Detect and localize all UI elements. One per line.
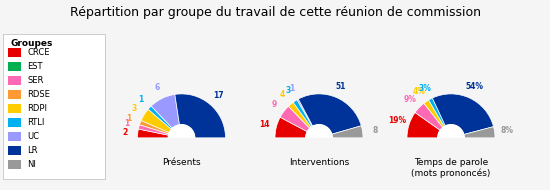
Wedge shape [407,112,440,138]
Text: 2: 2 [123,128,128,137]
Text: 3: 3 [131,104,136,113]
Bar [8,76,21,85]
Bar [8,160,21,169]
Text: Groupes: Groupes [11,39,53,48]
Text: 1: 1 [289,84,294,93]
Bar [381,138,521,169]
Bar [8,132,21,141]
Text: RDSE: RDSE [27,90,50,99]
Text: 0%: 0% [494,141,506,147]
Wedge shape [428,98,446,127]
Wedge shape [464,127,495,138]
Wedge shape [424,100,444,127]
Wedge shape [151,94,179,128]
Text: 14: 14 [259,120,270,129]
Text: Interventions: Interventions [289,158,349,167]
Text: 3%: 3% [418,84,431,93]
Wedge shape [141,109,172,133]
Wedge shape [148,106,172,129]
Text: Temps de parole
(mots prononcés): Temps de parole (mots prononcés) [411,158,491,178]
Text: SER: SER [27,76,43,85]
Wedge shape [432,94,493,135]
Text: 51: 51 [336,82,346,91]
Text: 1: 1 [138,95,144,104]
Text: RDPI: RDPI [27,104,47,113]
Text: 54%: 54% [466,82,484,91]
Text: Répartition par groupe du travail de cette réunion de commission: Répartition par groupe du travail de cet… [69,6,481,19]
Wedge shape [138,129,168,138]
Text: LR: LR [27,146,37,155]
Bar [249,138,389,169]
Bar [8,118,21,127]
Text: EST: EST [27,62,43,71]
Text: 1: 1 [126,114,131,123]
Bar [8,104,21,113]
Wedge shape [280,106,310,132]
Text: 1: 1 [124,119,130,128]
Text: 4: 4 [280,90,285,99]
Circle shape [168,125,195,151]
Wedge shape [139,125,169,135]
Wedge shape [175,94,226,138]
Text: 4%: 4% [413,87,426,96]
Wedge shape [275,117,307,138]
Text: 8: 8 [372,126,377,135]
Circle shape [306,125,332,151]
Text: 0: 0 [229,141,233,147]
Wedge shape [293,100,312,127]
Wedge shape [297,99,313,127]
Bar [8,90,21,99]
Text: 6: 6 [154,83,160,92]
Bar [8,48,21,57]
Wedge shape [140,120,169,134]
Bar [8,146,21,155]
Text: 9: 9 [271,100,277,108]
Bar [8,62,21,71]
Wedge shape [298,94,361,134]
Text: 8%: 8% [500,126,513,135]
Text: 19%: 19% [388,116,406,125]
Circle shape [438,125,464,151]
Text: UC: UC [27,132,39,141]
Wedge shape [332,126,363,138]
Text: CRCE: CRCE [27,48,50,57]
Text: 9%: 9% [404,95,417,104]
Wedge shape [288,102,311,128]
Text: 0: 0 [366,141,371,147]
Text: 3: 3 [285,86,291,95]
Bar [111,138,252,169]
Wedge shape [415,103,443,130]
Text: Présents: Présents [162,158,201,167]
Text: RTLI: RTLI [27,118,45,127]
Text: NI: NI [27,160,36,169]
Text: 17: 17 [213,91,223,100]
